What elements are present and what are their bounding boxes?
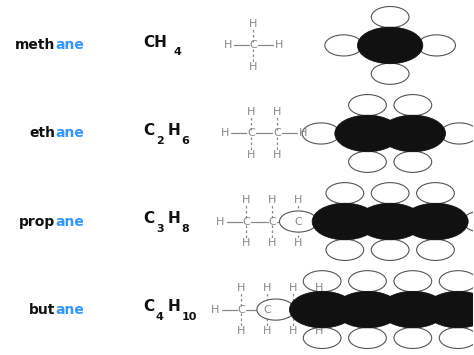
Text: 4: 4	[156, 312, 164, 322]
Text: C: C	[143, 299, 154, 314]
Ellipse shape	[403, 203, 468, 240]
Text: H: H	[275, 40, 283, 50]
Text: meth: meth	[15, 38, 55, 53]
Text: prop: prop	[19, 214, 55, 229]
Ellipse shape	[348, 151, 386, 173]
Text: H: H	[341, 305, 349, 315]
Ellipse shape	[380, 115, 446, 152]
Text: H: H	[237, 326, 246, 337]
Ellipse shape	[335, 291, 400, 328]
Text: H: H	[263, 283, 272, 293]
Ellipse shape	[303, 271, 341, 292]
Ellipse shape	[380, 291, 446, 328]
Text: ane: ane	[55, 214, 84, 229]
Text: H: H	[289, 283, 298, 293]
Ellipse shape	[439, 327, 474, 349]
Text: H: H	[299, 129, 307, 138]
Text: CH: CH	[143, 35, 167, 50]
Text: H: H	[242, 238, 251, 248]
Text: ane: ane	[55, 38, 84, 53]
Text: H: H	[246, 150, 255, 160]
Text: H: H	[249, 62, 258, 72]
Text: H: H	[315, 326, 323, 337]
Ellipse shape	[371, 182, 409, 204]
Text: ane: ane	[55, 126, 84, 141]
Text: C: C	[247, 129, 255, 138]
Ellipse shape	[394, 151, 432, 173]
Text: H: H	[167, 211, 180, 226]
Text: 10: 10	[182, 312, 197, 322]
Text: H: H	[246, 106, 255, 117]
Text: C: C	[273, 129, 281, 138]
Text: eth: eth	[29, 126, 55, 141]
Ellipse shape	[371, 63, 409, 84]
Ellipse shape	[463, 211, 474, 232]
Text: C: C	[268, 217, 276, 226]
Ellipse shape	[417, 182, 455, 204]
Text: C: C	[143, 123, 154, 138]
Text: H: H	[263, 326, 272, 337]
Text: 2: 2	[156, 136, 164, 146]
Ellipse shape	[426, 291, 474, 328]
Ellipse shape	[325, 35, 363, 56]
Text: 3: 3	[156, 224, 164, 234]
Text: H: H	[211, 305, 220, 315]
Ellipse shape	[418, 35, 456, 56]
Ellipse shape	[357, 27, 423, 64]
Text: 6: 6	[182, 136, 189, 146]
Ellipse shape	[326, 239, 364, 261]
Ellipse shape	[440, 123, 474, 144]
Text: H: H	[237, 283, 246, 293]
Text: H: H	[268, 238, 276, 248]
Ellipse shape	[371, 239, 409, 261]
Text: H: H	[167, 299, 180, 314]
Ellipse shape	[357, 203, 423, 240]
Text: 4: 4	[173, 48, 181, 58]
Text: ane: ane	[55, 302, 84, 317]
Ellipse shape	[280, 211, 317, 232]
Text: H: H	[273, 150, 281, 160]
Text: C: C	[250, 40, 257, 50]
Text: C: C	[294, 217, 302, 226]
Text: H: H	[249, 18, 258, 29]
Ellipse shape	[303, 327, 341, 349]
Ellipse shape	[348, 94, 386, 116]
Ellipse shape	[302, 123, 340, 144]
Text: C: C	[243, 217, 250, 226]
Ellipse shape	[417, 239, 455, 261]
Text: H: H	[273, 106, 281, 117]
Text: H: H	[294, 195, 302, 205]
Text: H: H	[289, 326, 298, 337]
Text: H: H	[167, 123, 180, 138]
Ellipse shape	[312, 203, 377, 240]
Ellipse shape	[326, 182, 364, 204]
Text: 8: 8	[182, 224, 189, 234]
Text: H: H	[242, 195, 251, 205]
Text: but: but	[29, 302, 55, 317]
Ellipse shape	[348, 327, 386, 349]
Text: H: H	[294, 238, 302, 248]
Text: H: H	[216, 217, 225, 226]
Text: C: C	[143, 211, 154, 226]
Text: H: H	[223, 40, 232, 50]
Text: H: H	[268, 195, 276, 205]
Text: H: H	[315, 283, 323, 293]
Ellipse shape	[290, 291, 355, 328]
Text: H: H	[221, 129, 229, 138]
Ellipse shape	[394, 327, 432, 349]
Ellipse shape	[371, 6, 409, 28]
Ellipse shape	[394, 94, 432, 116]
Ellipse shape	[348, 271, 386, 292]
Text: C: C	[237, 305, 246, 315]
Text: C: C	[264, 305, 271, 315]
Text: C: C	[315, 305, 323, 315]
Ellipse shape	[335, 115, 400, 152]
Ellipse shape	[394, 271, 432, 292]
Ellipse shape	[257, 299, 295, 320]
Ellipse shape	[439, 271, 474, 292]
Text: H: H	[320, 217, 328, 226]
Text: C: C	[290, 305, 297, 315]
